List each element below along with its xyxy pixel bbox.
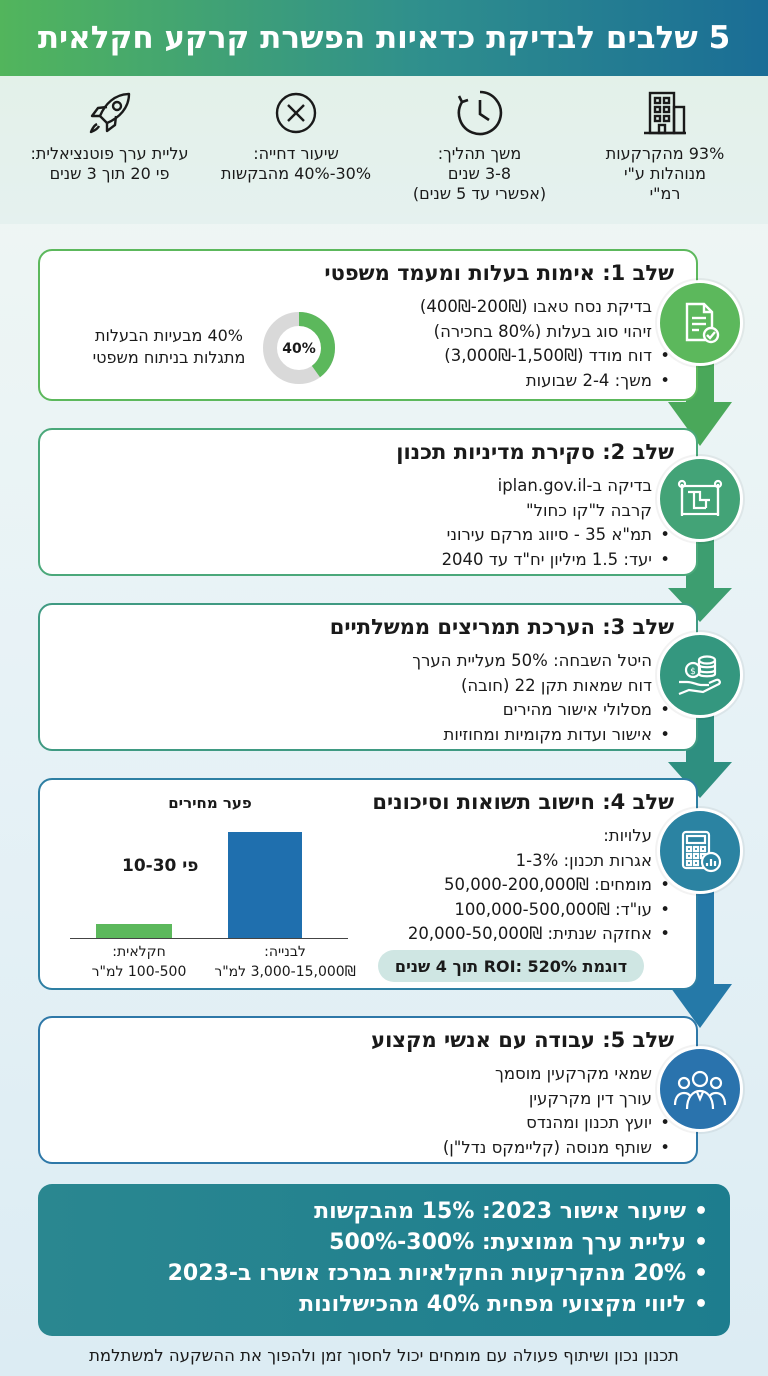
list-item: תמ"א 35 - סיווג מרקם עירוני [442, 523, 671, 548]
calculator-icon [657, 808, 743, 894]
note-line: מתגלות בניתוח משפטי [92, 348, 246, 367]
list-item: זיהוי סוג בעלות (80% בחכירה) [420, 320, 670, 345]
stat-line: פי 20 תוך 3 שנים [49, 164, 170, 183]
list-item: אחזקה שנתית: 20,000-50,000₪ [408, 922, 670, 947]
stat-line: משך תהליך: [437, 144, 522, 163]
list-item: יועץ תכנון ומהנדס [443, 1111, 670, 1136]
clock-icon [392, 86, 567, 140]
tick-line: 100-500 למ"ר [91, 964, 187, 980]
summary-item: שיעור אישור 2023: 15% מהבקשות [168, 1196, 708, 1227]
price-gap-chart: פער מחירים פי 10-30 לבנייה: 3,000-15,000… [60, 788, 360, 984]
step-2-title: שלב 2: סקירת מדיניות תכנון [396, 440, 674, 464]
stat-line: (אפשרי עד 5 שנים) [412, 184, 547, 203]
stats-bar: 93% מהקרקעות מנוהלות ע"י רמ"י משך תהליך:… [0, 76, 768, 224]
stat-line: 93% מהקרקעות [605, 144, 725, 163]
summary-item: ליווי מקצועי מפחית 40% מהכישלונות [168, 1289, 708, 1320]
ownership-note: 40% מבעיות הבעלות מתגלות בניתוח משפטי [74, 325, 264, 369]
list-item: בדיקה ב-iplan.gov.il [442, 474, 671, 499]
list-item: מומחים: 50,000-200,000₪ [408, 873, 670, 898]
donut-arc [263, 312, 335, 384]
step-1-card: שלב 1: אימות בעלות ומעמד משפטי בדיקת נסח… [38, 249, 698, 401]
list-item: קרבה ל"קו כחול" [442, 499, 670, 524]
stat-line: מנוהלות ע"י [623, 164, 707, 183]
page-title: 5 שלבים לבדיקת כדאיות הפשרת קרקע חקלאית [0, 0, 768, 76]
list-item: בדיקת נסח טאבו (200₪-400₪) [420, 295, 670, 320]
building-icon [580, 86, 750, 140]
stat-line: 3-8 שנים [447, 164, 512, 183]
chart-title: פער מחירים [168, 794, 252, 812]
stat-line: רמ"י [649, 184, 681, 203]
svg-text:$: $ [690, 667, 696, 677]
summary-item: 20% מהקרקעות החקלאיות במרכז אושרו ב-2023 [168, 1258, 709, 1289]
tick-label-agricultural: חקלאית: 100-500 למ"ר [74, 942, 204, 982]
stat-line: 30%-40% מהבקשות [220, 164, 372, 183]
tick-line: לבנייה: [264, 944, 306, 960]
donut-label: 40% [282, 341, 316, 357]
step-4-list: עלויות: אגרות תכנון: 1-3% מומחים: 50,000… [408, 824, 670, 947]
step-4-title: שלב 4: חישוב תשואות וסיכונים [372, 790, 674, 814]
stat-line: שיעור דחייה: [253, 144, 339, 163]
list-item: יעד: 1.5 מיליון יח"ד עד 2040 [442, 548, 671, 573]
step-2-list: בדיקה ב-iplan.gov.il קרבה ל"קו כחול" תמ"… [442, 474, 671, 573]
step-4-card: שלב 4: חישוב תשואות וסיכונים עלויות: אגר… [38, 778, 698, 990]
step-5-card: שלב 5: עבודה עם אנשי מקצוע שמאי מקרקעין … [38, 1016, 698, 1164]
step-5-title: שלב 5: עבודה עם אנשי מקצוע [371, 1028, 674, 1052]
chart-annotation: פי 10-30 [122, 856, 199, 876]
summary-box: שיעור אישור 2023: 15% מהבקשות עליית ערך … [38, 1184, 730, 1336]
summary-list: שיעור אישור 2023: 15% מהבקשות עליית ערך … [168, 1196, 709, 1320]
step-1-list: בדיקת נסח טאבו (200₪-400₪) זיהוי סוג בעל… [420, 295, 670, 393]
stat-managed-lands: 93% מהקרקעות מנוהלות ע"י רמ"י [580, 86, 750, 204]
step-1-title: שלב 1: אימות בעלות ומעמד משפטי [324, 261, 674, 285]
list-item: דוח שמאות תקן 22 (חובה) [412, 674, 670, 699]
team-icon [657, 1046, 743, 1132]
tick-line: 3,000-15,000₪ למ"ר [214, 964, 356, 980]
list-item: היטל השבחה: 50% מעליית הערך [412, 649, 670, 674]
x-circle-icon [206, 86, 386, 140]
list-item: אגרות תכנון: 1-3% [408, 849, 670, 874]
tick-label-construction: לבנייה: 3,000-15,000₪ למ"ר [210, 942, 360, 982]
list-item: אישור ועדות מקומיות ומחוזיות [412, 723, 670, 748]
list-item: מסלולי אישור מהירים [412, 698, 670, 723]
bar-agricultural [96, 924, 172, 938]
rocket-icon [12, 86, 207, 140]
list-item: דוח מודד (1,500₪-3,000₪) [420, 344, 670, 369]
ownership-donut: 40% [263, 312, 335, 384]
chart-baseline [70, 938, 348, 939]
note-line: 40% מבעיות הבעלות [94, 326, 243, 345]
stat-line: עליית ערך פוטנציאלית: [30, 144, 189, 163]
step-3-list: היטל השבחה: 50% מעליית הערך דוח שמאות תק… [412, 649, 670, 747]
list-item: שותף מנוסה (קליימקס נדל"ן) [443, 1136, 670, 1161]
stat-duration: משך תהליך: 3-8 שנים (אפשרי עד 5 שנים) [392, 86, 567, 204]
list-item: עו"ד: 100,000-500,000₪ [408, 898, 670, 923]
stat-rejection: שיעור דחייה: 30%-40% מהבקשות [206, 86, 386, 184]
step-2-card: שלב 2: סקירת מדיניות תכנון בדיקה ב-iplan… [38, 428, 698, 576]
coins-hand-icon: $ [657, 632, 743, 718]
step-3-card: שלב 3: הערכת תמריצים ממשלתיים היטל השבחה… [38, 603, 698, 751]
list-item: משך: 2-4 שבועות [420, 369, 670, 394]
map-blueprint-icon [657, 456, 743, 542]
document-check-icon [657, 280, 743, 366]
footer-note: תכנון נכון ושיתוף פעולה עם מומחים יכול ל… [89, 1346, 679, 1365]
list-item: עלויות: [408, 824, 670, 849]
step-3-title: שלב 3: הערכת תמריצים ממשלתיים [329, 615, 674, 639]
list-item: שמאי מקרקעין מוסמך [443, 1062, 670, 1087]
step-5-list: שמאי מקרקעין מוסמך עורך דין מקרקעין יועץ… [443, 1062, 670, 1160]
stat-value-growth: עליית ערך פוטנציאלית: פי 20 תוך 3 שנים [12, 86, 207, 184]
roi-badge: דוגמת ROI: 520% תוך 4 שנים [378, 950, 644, 982]
tick-line: חקלאית: [112, 944, 166, 960]
list-item: עורך דין מקרקעין [443, 1087, 670, 1112]
bar-construction [228, 832, 302, 938]
summary-item: עליית ערך ממוצעת: 300%-500% [168, 1227, 708, 1258]
